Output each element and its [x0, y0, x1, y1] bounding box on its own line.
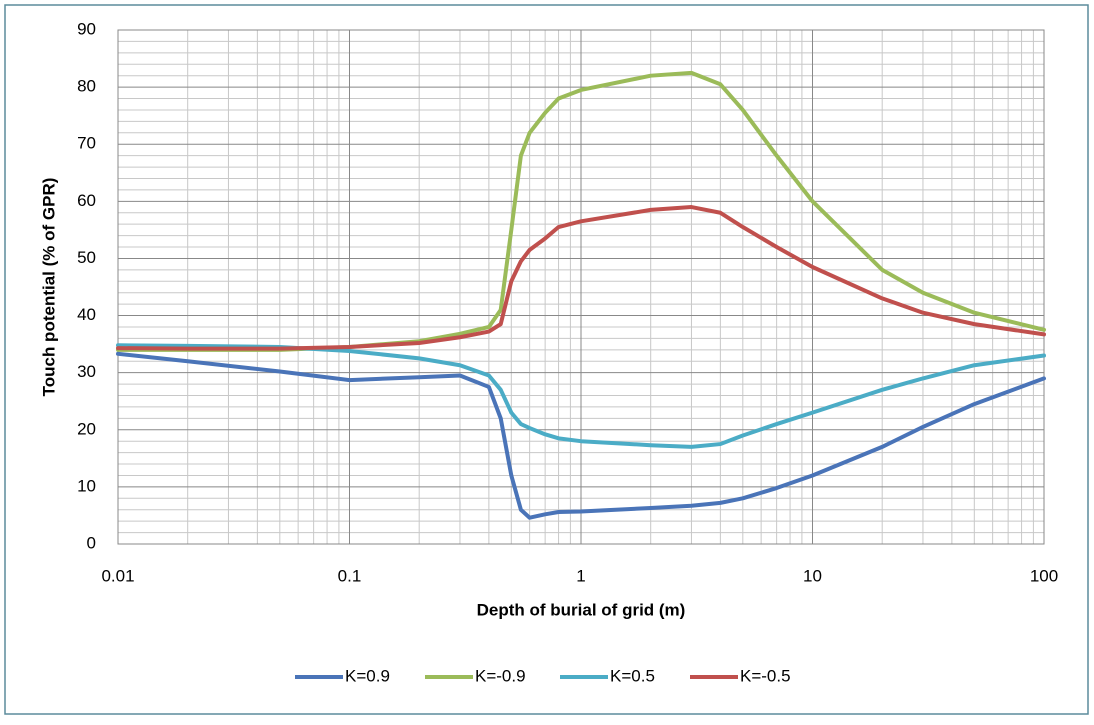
x-tick-label: 10 [803, 566, 822, 585]
y-tick-label: 20 [77, 419, 96, 438]
legend-label: K=0.5 [610, 666, 655, 685]
y-tick-label: 80 [77, 77, 96, 96]
legend-label: K=-0.5 [740, 666, 791, 685]
x-tick-label: 100 [1030, 566, 1058, 585]
y-tick-label: 60 [77, 191, 96, 210]
x-tick-label: 1 [576, 566, 585, 585]
series-line [116, 351, 1046, 520]
y-tick-label: 0 [87, 533, 96, 552]
y-tick-label: 90 [77, 19, 96, 38]
y-tick-label: 70 [77, 134, 96, 153]
x-axis-title: Depth of burial of grid (m) [477, 600, 686, 619]
plot-area [116, 70, 1046, 520]
x-tick-label: 0.1 [338, 566, 362, 585]
y-tick-label: 50 [77, 248, 96, 267]
plot-border [117, 29, 1045, 545]
y-tick-label: 10 [77, 476, 96, 495]
x-tick-label: 0.01 [101, 566, 134, 585]
legend-label: K=-0.9 [475, 666, 526, 685]
y-tick-label: 30 [77, 362, 96, 381]
series-line [116, 343, 1046, 449]
y-tick-label: 40 [77, 305, 96, 324]
y-axis-title: Touch potential (% of GPR) [39, 178, 58, 397]
series-line [116, 205, 1046, 351]
legend-label: K=0.9 [345, 666, 390, 685]
